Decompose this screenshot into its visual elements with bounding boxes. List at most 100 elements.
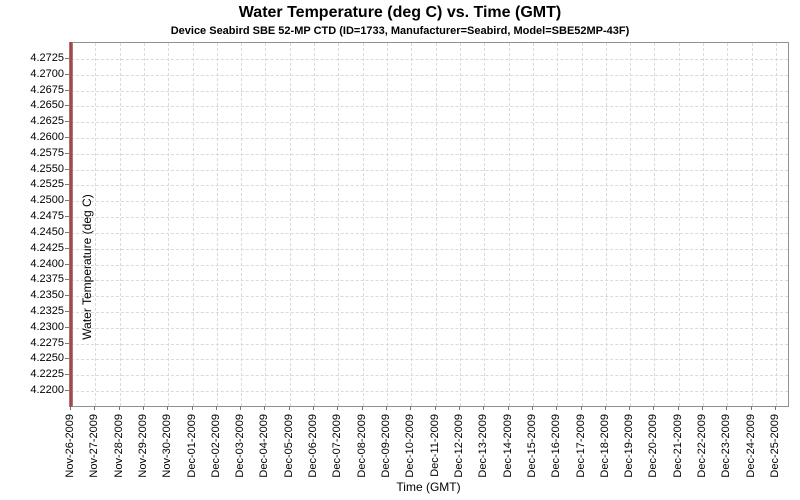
y-tick-label: 4.2400 — [30, 257, 64, 270]
horizontal-gridline — [71, 217, 788, 219]
vertical-gridline — [95, 43, 97, 406]
x-tick-label: Dec-02-2009 — [209, 414, 222, 478]
x-tick-mark — [458, 406, 460, 410]
x-tick-label: Dec-18-2009 — [598, 414, 611, 478]
vertical-gridline — [654, 43, 656, 406]
y-tick-mark — [65, 105, 69, 107]
vertical-gridline — [216, 43, 218, 406]
y-tick-label: 4.2300 — [30, 320, 64, 333]
vertical-gridline — [387, 43, 389, 406]
y-tick-mark — [65, 58, 69, 59]
x-tick-label: Dec-23-2009 — [720, 414, 733, 478]
vertical-gridline — [289, 43, 291, 406]
x-tick-label: Nov-26-2009 — [64, 414, 76, 478]
x-tick-mark — [410, 406, 412, 410]
x-tick-label: Dec-20-2009 — [647, 414, 660, 478]
y-tick-mark — [65, 200, 69, 202]
y-tick-mark — [65, 216, 69, 218]
x-tick-label: Nov-28-2009 — [112, 414, 125, 478]
x-tick-mark — [118, 406, 120, 410]
y-tick-mark — [65, 168, 69, 170]
x-tick-label: Dec-16-2009 — [550, 414, 563, 478]
horizontal-gridline — [71, 74, 788, 76]
y-tick-mark — [65, 358, 69, 360]
vertical-gridline — [362, 43, 364, 406]
horizontal-gridline — [71, 327, 788, 329]
vertical-gridline — [605, 43, 607, 406]
vertical-gridline — [484, 43, 486, 406]
y-axis-title: Water Temperature (deg C) — [80, 194, 94, 340]
vertical-gridline — [581, 43, 583, 406]
x-tick-label: Dec-25-2009 — [768, 414, 781, 478]
y-tick-label: 4.2625 — [30, 115, 64, 128]
horizontal-gridline — [71, 106, 788, 108]
x-tick-mark — [702, 406, 704, 410]
y-tick-mark — [65, 326, 69, 328]
y-tick-mark — [65, 152, 69, 154]
x-tick-mark — [313, 406, 315, 410]
x-tick-mark — [337, 406, 339, 410]
y-tick-mark — [65, 89, 69, 91]
y-tick-label: 4.2275 — [30, 336, 64, 349]
x-tick-label: Dec-11-2009 — [428, 414, 441, 477]
y-tick-label: 4.2500 — [30, 194, 64, 207]
y-tick-mark — [65, 279, 69, 281]
y-tick-label: 4.2350 — [30, 289, 64, 302]
y-tick-mark — [65, 263, 69, 265]
y-tick-mark — [65, 73, 69, 75]
vertical-gridline — [143, 43, 145, 406]
vertical-gridline — [459, 43, 461, 406]
x-tick-mark — [629, 406, 631, 410]
horizontal-gridline — [71, 90, 788, 92]
y-tick-label: 4.2600 — [30, 131, 64, 144]
x-tick-mark — [483, 406, 485, 410]
x-tick-label: Dec-21-2009 — [671, 414, 684, 478]
x-tick-mark — [386, 406, 388, 410]
horizontal-gridline — [71, 169, 788, 171]
x-tick-label: Dec-07-2009 — [331, 414, 344, 478]
x-tick-mark — [604, 406, 606, 410]
x-tick-mark — [750, 406, 752, 410]
y-tick-label: 4.2675 — [30, 83, 64, 96]
x-tick-mark — [240, 406, 242, 410]
horizontal-gridline — [71, 232, 788, 234]
y-tick-mark — [65, 137, 69, 139]
x-tick-label: Dec-06-2009 — [307, 414, 320, 478]
chart-title: Water Temperature (deg C) vs. Time (GMT) — [238, 4, 562, 21]
vertical-gridline — [532, 43, 534, 406]
horizontal-gridline — [71, 185, 788, 187]
x-tick-label: Dec-14-2009 — [501, 414, 514, 478]
x-tick-label: Nov-27-2009 — [88, 414, 101, 478]
x-tick-mark — [361, 406, 363, 410]
x-tick-label: Dec-15-2009 — [525, 414, 538, 478]
vertical-gridline — [192, 43, 194, 406]
x-tick-label: Dec-10-2009 — [404, 414, 417, 478]
horizontal-gridline — [71, 153, 788, 155]
y-tick-mark — [65, 390, 69, 391]
x-tick-label: Dec-24-2009 — [744, 414, 757, 478]
horizontal-gridline — [71, 264, 788, 266]
x-tick-mark — [507, 406, 509, 410]
y-tick-mark — [65, 310, 69, 312]
y-tick-label: 4.2525 — [30, 178, 64, 191]
horizontal-gridline — [71, 375, 788, 377]
y-tick-label: 4.2575 — [30, 146, 64, 159]
x-tick-mark — [726, 406, 728, 410]
x-tick-mark — [94, 406, 96, 410]
y-tick-label: 4.2250 — [30, 352, 64, 365]
x-tick-mark — [580, 406, 582, 410]
y-tick-mark — [65, 231, 69, 233]
x-tick-label: Dec-13-2009 — [477, 414, 490, 478]
x-tick-label: Dec-22-2009 — [696, 414, 709, 478]
vertical-gridline — [265, 43, 267, 406]
vertical-gridline — [557, 43, 559, 406]
x-tick-label: Dec-05-2009 — [282, 414, 295, 478]
y-tick-label: 4.2425 — [30, 241, 64, 254]
vertical-gridline — [411, 43, 413, 406]
y-tick-label: 4.2200 — [30, 384, 64, 396]
x-tick-label: Dec-09-2009 — [380, 414, 393, 478]
vertical-gridline — [119, 43, 121, 406]
y-tick-label: 4.2650 — [30, 99, 64, 112]
y-tick-label: 4.2550 — [30, 162, 64, 175]
